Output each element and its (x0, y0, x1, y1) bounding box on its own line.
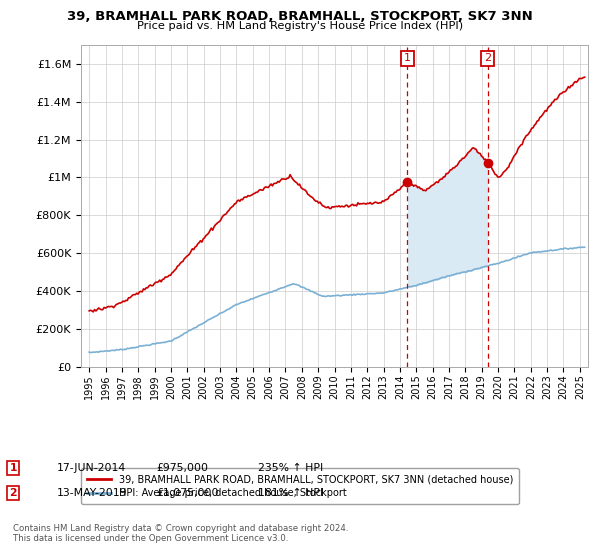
Text: £975,000: £975,000 (156, 463, 208, 473)
Text: £1,075,000: £1,075,000 (156, 488, 218, 498)
Text: 17-JUN-2014: 17-JUN-2014 (57, 463, 126, 473)
Text: 1: 1 (404, 53, 411, 63)
Text: Price paid vs. HM Land Registry's House Price Index (HPI): Price paid vs. HM Land Registry's House … (137, 21, 463, 31)
Legend: 39, BRAMHALL PARK ROAD, BRAMHALL, STOCKPORT, SK7 3NN (detached house), HPI: Aver: 39, BRAMHALL PARK ROAD, BRAMHALL, STOCKP… (81, 468, 519, 504)
Text: 2: 2 (484, 53, 491, 63)
Text: 235% ↑ HPI: 235% ↑ HPI (258, 463, 323, 473)
Text: 2: 2 (10, 488, 17, 498)
Text: 1: 1 (10, 463, 17, 473)
Text: 181% ↑ HPI: 181% ↑ HPI (258, 488, 323, 498)
Text: 13-MAY-2019: 13-MAY-2019 (57, 488, 128, 498)
Text: Contains HM Land Registry data © Crown copyright and database right 2024.
This d: Contains HM Land Registry data © Crown c… (13, 524, 349, 543)
Text: 39, BRAMHALL PARK ROAD, BRAMHALL, STOCKPORT, SK7 3NN: 39, BRAMHALL PARK ROAD, BRAMHALL, STOCKP… (67, 10, 533, 23)
